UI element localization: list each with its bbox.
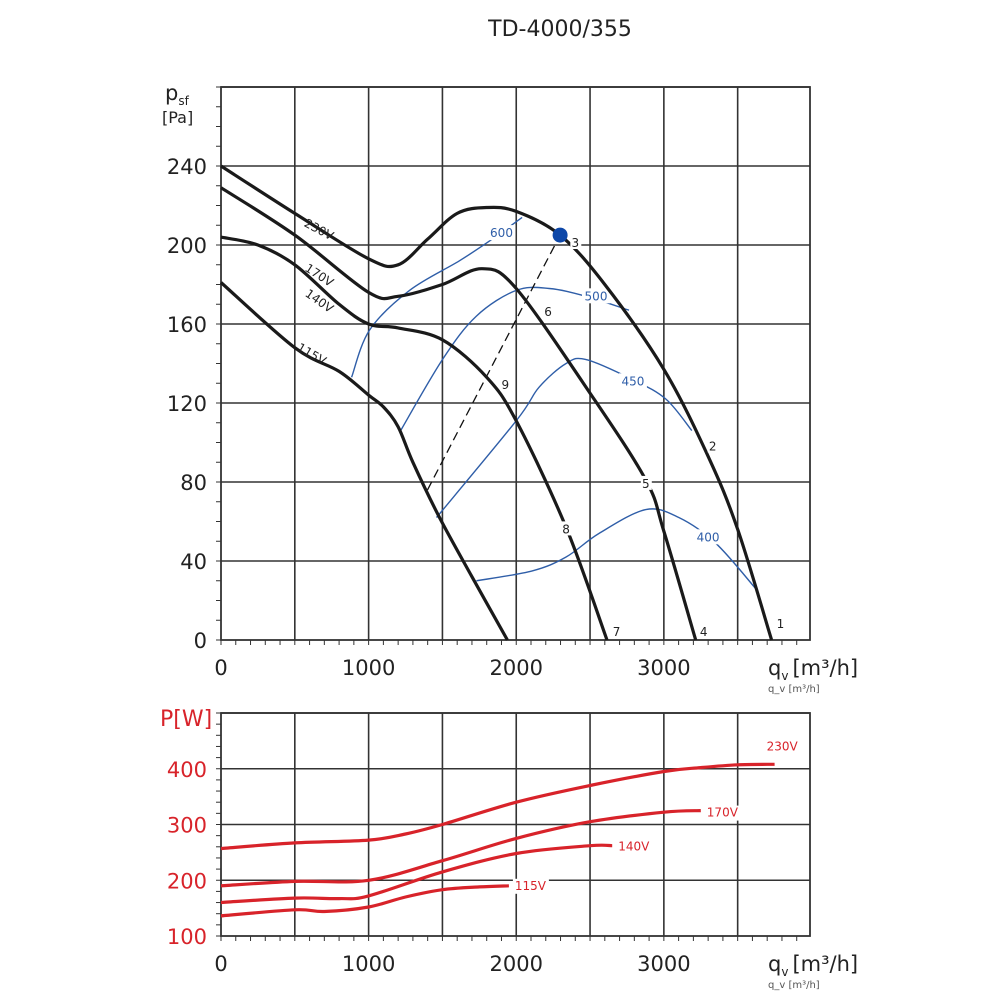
- point-label-bg: [707, 438, 719, 453]
- x-axis-label-full: q_v [m³/h]: [768, 980, 820, 991]
- operating-point-marker: [552, 227, 568, 243]
- y-axis-label: psf: [165, 81, 190, 108]
- efficiency-label-500: 500: [585, 289, 608, 303]
- y-tick-label: 40: [180, 550, 207, 574]
- x-tick-label: 3000: [637, 952, 690, 976]
- point-label-bg: [640, 475, 652, 490]
- point-label-bg: [561, 521, 573, 536]
- y-tick-label: 120: [167, 392, 207, 416]
- point-label-bg: [775, 616, 787, 631]
- point-label-bg: [500, 377, 512, 392]
- efficiency-label-bg: [694, 529, 723, 545]
- chart-title: TD-4000/355: [487, 17, 632, 42]
- x-axis-label: qv [m³/h]: [768, 656, 858, 683]
- efficiency-line-400: [476, 508, 757, 590]
- efficiency-label-bg: [618, 373, 647, 389]
- system-curve-dashed: [426, 234, 561, 491]
- x-tick-label: 3000: [637, 656, 690, 680]
- power-label-bg: [704, 805, 741, 821]
- power-curve-label-140V: 140V: [618, 840, 650, 854]
- power-label-bg: [512, 878, 549, 894]
- y-tick-label: 100: [167, 925, 207, 949]
- y-tick-label: 80: [180, 471, 207, 495]
- y-tick-label: 300: [167, 814, 207, 838]
- efficiency-line-500: [398, 286, 630, 433]
- point-label-bg: [698, 624, 710, 639]
- y-tick-label: 400: [167, 758, 207, 782]
- point-label-3: 3: [571, 236, 579, 250]
- y-axis-label-main: p: [165, 81, 178, 105]
- y-axis-unit: [Pa]: [162, 108, 193, 127]
- point-label-1: 1: [777, 617, 785, 631]
- curve-label-140V: 140V: [303, 286, 337, 316]
- fan-curve-230V: [220, 164, 774, 641]
- x-tick-label: 1000: [342, 952, 395, 976]
- efficiency-label-400: 400: [697, 530, 720, 544]
- x-axis-label-unit: [m³/h]: [792, 952, 858, 976]
- point-label-8: 8: [562, 522, 570, 536]
- efficiency-label-600: 600: [490, 226, 513, 240]
- point-label-4: 4: [700, 625, 708, 639]
- power-curve-140V: [220, 843, 613, 905]
- x-axis-label-sub: v: [781, 965, 788, 979]
- power-curve-115V: [220, 884, 509, 918]
- power-curve-230V: [220, 762, 775, 851]
- efficiency-line-450: [435, 357, 693, 518]
- point-label-2: 2: [709, 439, 717, 453]
- power-curve-170V: [220, 809, 701, 888]
- pressure-chart: 0 1000 2000 3000 0 40 80 120 160 200 240 qv [m³/h] q_…: [162, 81, 858, 695]
- x-axis-label: qv [m³/h]: [768, 952, 858, 979]
- y-tick-label: 160: [167, 313, 207, 337]
- point-label-bg: [570, 235, 582, 249]
- power-axis-label: P[W]: [160, 707, 212, 732]
- x-axis-label-sub: v: [781, 669, 788, 683]
- fan-curve-170V: [220, 186, 698, 641]
- fan-curve-140V: [220, 235, 609, 641]
- y-axis-label-sub: sf: [178, 94, 189, 108]
- power-label-bg: [764, 739, 801, 755]
- point-label-7: 7: [613, 625, 621, 639]
- efficiency-label-bg: [582, 288, 610, 304]
- y-tick-label: 200: [167, 869, 207, 893]
- x-axis-label-unit: [m³/h]: [792, 656, 858, 680]
- x-tick-label: 0: [214, 656, 227, 680]
- point-label-bg: [611, 624, 623, 639]
- x-axis-label-full: q_v [m³/h]: [768, 684, 820, 695]
- y-tick-label: 240: [167, 155, 207, 179]
- y-tick-label: 0: [194, 629, 207, 653]
- y-tick-label: 200: [167, 234, 207, 258]
- x-tick-label: 1000: [342, 656, 395, 680]
- x-tick-label: 2000: [490, 952, 543, 976]
- power-curve-label-115V: 115V: [515, 879, 547, 893]
- x-tick-label: 0: [214, 952, 227, 976]
- point-label-6: 6: [544, 305, 552, 319]
- point-label-bg: [543, 304, 555, 319]
- fan-curve-115V: [219, 281, 509, 641]
- power-curve-label-170V: 170V: [707, 806, 739, 820]
- efficiency-label-450: 450: [621, 374, 644, 388]
- efficiency-label-bg: [487, 225, 516, 241]
- power-label-bg: [616, 839, 653, 855]
- x-axis-label-main: q: [768, 952, 781, 976]
- curve-label-230V: 230V: [302, 216, 337, 243]
- power-chart: 0 1000 2000 3000 100 200 300 400 qv [m³/h] q_v [m³…: [160, 707, 858, 991]
- x-axis-label-main: q: [768, 656, 781, 680]
- point-label-9: 9: [501, 378, 509, 392]
- x-tick-label: 2000: [490, 656, 543, 680]
- power-curve-label-230V: 230V: [767, 739, 799, 753]
- point-label-5: 5: [642, 477, 650, 491]
